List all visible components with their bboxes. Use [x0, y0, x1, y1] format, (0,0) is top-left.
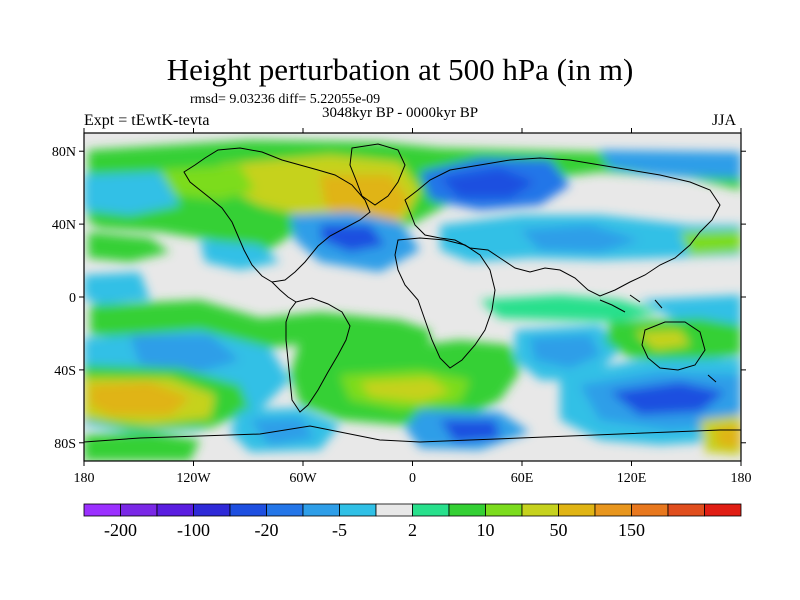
lon-tick-label: 60W: [289, 471, 317, 486]
coastline-africa: [394, 237, 496, 369]
lat-tick-label: 40S: [54, 364, 76, 379]
colorbar-label: -200: [104, 520, 137, 540]
lon-tick-label: 180: [74, 471, 95, 486]
lon-tick-label: 60E: [511, 471, 534, 486]
colorbar-swatch: [631, 503, 669, 517]
lat-tick-label: 0: [69, 291, 76, 306]
contour-field: [84, 140, 741, 461]
colorbar-swatch: [521, 503, 559, 517]
coastline-greenland: [349, 143, 406, 206]
colorbar-swatch: [193, 503, 231, 517]
contour-region: [160, 165, 255, 200]
colorbar-swatch: [156, 503, 194, 517]
coastline-north-america: [183, 147, 371, 283]
colorbar: -200 -100 -20 -5 2 10 50 150: [83, 503, 742, 540]
contour-region: [88, 232, 170, 262]
contour-region: [640, 295, 741, 325]
colorbar-swatch: [448, 503, 486, 517]
colorbar-label: 150: [618, 520, 645, 540]
map-title: Height perturbation at 500 hPa (in m): [166, 52, 634, 87]
coastline-antarctica: [84, 425, 741, 443]
colorbar-label: 50: [550, 520, 568, 540]
colorbar-swatch: [485, 503, 523, 517]
contour-region: [715, 425, 741, 448]
lon-tick-label: 0: [409, 471, 416, 486]
season-label: JJA: [712, 112, 737, 129]
lon-tick-label: 120E: [617, 471, 647, 486]
colorbar-swatch: [667, 503, 705, 517]
contour-region: [530, 335, 600, 368]
colorbar-swatch: [83, 503, 121, 517]
lat-tick-label: 80N: [52, 145, 76, 160]
map-panel: 80N 40N 0 40S 80S 180 120W 60W 0 60E 120E 180: [52, 128, 752, 486]
contour-region: [480, 295, 660, 322]
contour-region: [84, 432, 200, 461]
colorbar-swatch: [375, 503, 413, 517]
colorbar-swatch: [704, 503, 742, 517]
experiment-label: Expt = tEwtK-tevta: [84, 112, 210, 129]
contour-region: [130, 335, 240, 372]
contour-region: [84, 172, 180, 215]
coastline-islands: [599, 294, 717, 383]
colorbar-label: -100: [177, 520, 210, 540]
contour-region: [84, 272, 150, 305]
contour-region: [320, 225, 385, 252]
rmsd-diff-stats: rmsd= 9.03236 diff= 5.22055e-09: [190, 92, 381, 107]
contour-region: [520, 225, 640, 252]
colorbar-swatch: [302, 503, 340, 517]
contour-region: [635, 330, 690, 350]
contour-region: [90, 382, 190, 415]
colorbar-swatch: [339, 503, 377, 517]
colorbar-swatch: [120, 503, 158, 517]
longitude-axis: 180 120W 60W 0 60E 120E 180: [74, 128, 752, 486]
colorbar-label: -20: [255, 520, 279, 540]
contour-region: [680, 230, 741, 255]
colorbar-swatch: [266, 503, 304, 517]
colorbar-label: 2: [408, 520, 417, 540]
colorbar-swatch: [229, 503, 267, 517]
coastlines: [84, 143, 741, 443]
coastline-europe-asia: [404, 157, 721, 297]
colorbar-label: -5: [332, 520, 347, 540]
coastline-south-america: [285, 297, 351, 413]
contour-region: [360, 378, 450, 402]
contour-region: [610, 382, 725, 415]
lon-tick-label: 120W: [176, 471, 211, 486]
contour-region: [250, 418, 315, 445]
coastline-central-america: [271, 281, 297, 303]
coastline-australia: [641, 321, 706, 371]
colorbar-swatch: [412, 503, 450, 517]
lat-tick-label: 40N: [52, 218, 76, 233]
contour-region: [440, 420, 500, 442]
colorbar-swatch: [558, 503, 596, 517]
lon-tick-label: 180: [731, 471, 752, 486]
lat-tick-label: 80S: [54, 437, 76, 452]
colorbar-swatch: [594, 503, 632, 517]
colorbar-label: 10: [477, 520, 495, 540]
time-period-label: 3048kyr BP - 0000kyr BP: [322, 105, 479, 121]
latitude-axis: 80N 40N 0 40S 80S: [52, 145, 746, 452]
contour-region: [440, 168, 535, 198]
contour-region: [200, 240, 280, 270]
